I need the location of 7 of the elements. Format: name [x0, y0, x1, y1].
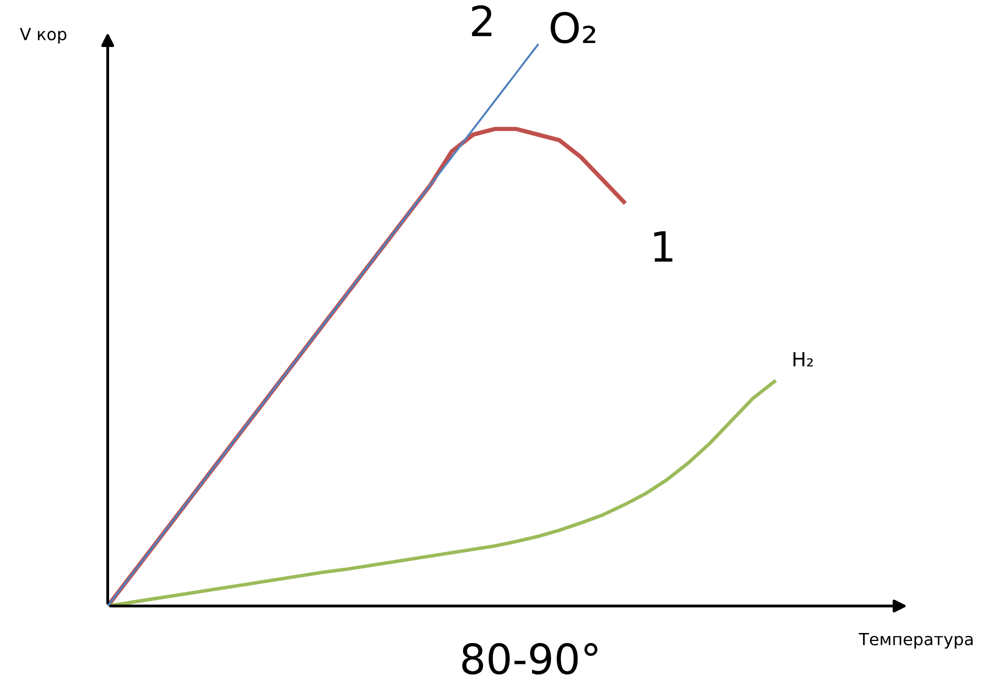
text: O₂ [550, 12, 596, 44]
x-axis-title: Температура [858, 633, 973, 649]
series-label: 1 [654, 231, 672, 262]
text: 80-90° [462, 642, 598, 674]
series-label: H₂ [794, 352, 813, 366]
series-label: 2 [472, 5, 492, 36]
y-axis-title: V кор [20, 28, 66, 44]
